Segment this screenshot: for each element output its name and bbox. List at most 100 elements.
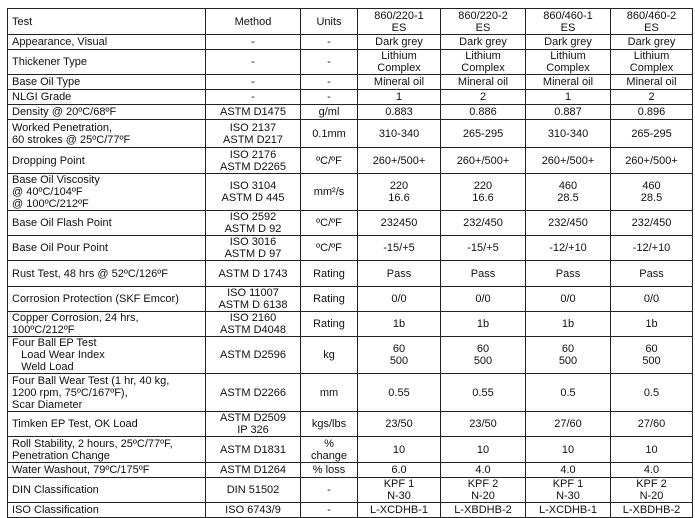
value-cell: 10: [525, 436, 611, 463]
value-cell: L-XCDHB-1: [525, 502, 611, 518]
test-name-cell: Roll Stability, 2 hours, 25ºC/77ºF, Pene…: [7, 436, 206, 463]
method-cell: -: [205, 89, 301, 105]
method-cell: ISO 6743/9: [205, 502, 301, 518]
header-product-860-460-1: 860/460-1 ES: [525, 8, 611, 35]
value-cell: 10: [610, 436, 693, 463]
value-cell: 0.896: [610, 104, 693, 120]
value-cell: 1: [525, 89, 611, 105]
value-cell: 27/60: [610, 411, 693, 437]
value-cell: 0/0: [357, 286, 441, 312]
value-cell: 60 500: [357, 336, 441, 374]
units-cell: -: [300, 74, 358, 90]
table-row: Dropping Point ISO 2176 ASTM D2265 ºC/ºF 26…: [7, 147, 693, 174]
units-cell: mm²/s: [300, 173, 358, 211]
value-cell: 1: [357, 89, 441, 105]
value-cell: KPF 2 N-20: [440, 477, 526, 503]
table-row: ISO Classification ISO 6743/9- L-XCDHB-1 L-…: [7, 502, 693, 518]
value-cell: 2: [440, 89, 526, 105]
value-cell: 4.0: [610, 462, 693, 478]
test-name-cell: Four Ball Wear Test (1 hr, 40 kg, 1200 r…: [7, 373, 206, 412]
value-cell: Lithium Complex: [525, 49, 611, 75]
value-cell: 265-295: [440, 119, 526, 148]
value-cell: L-XBDHB-2: [440, 502, 526, 518]
value-cell: 310-340: [525, 119, 611, 148]
value-cell: 0.55: [440, 373, 526, 412]
value-cell: 232/450: [440, 210, 526, 236]
value-cell: Pass: [357, 260, 441, 287]
value-cell: 60 500: [525, 336, 611, 374]
value-cell: 232/450: [610, 210, 693, 236]
units-cell: ºC/ºF: [300, 235, 358, 261]
table-row: Rust Test, 48 hrs @ 52ºC/126ºF ASTM D 174…: [7, 260, 693, 287]
method-cell: ISO 2176 ASTM D2265: [205, 147, 301, 174]
method-cell: ISO 3104 ASTM D 445: [205, 173, 301, 211]
method-cell: ASTM D2266: [205, 373, 301, 412]
method-cell: ASTM D1475: [205, 104, 301, 120]
value-cell: KPF 1 N-30: [525, 477, 611, 503]
table-row: Timken EP Test, OK Load ASTM D2509 IP 326…: [7, 411, 693, 437]
header-row: Test Method Units 860/220-1 ES 860/220-2 ES 8…: [7, 8, 693, 35]
value-cell: 260+/500+: [357, 147, 441, 174]
units-cell: 0.1mm: [300, 119, 358, 148]
value-cell: 60 500: [440, 336, 526, 374]
value-cell: 6.0: [357, 462, 441, 478]
test-name-cell: Dropping Point: [7, 147, 206, 174]
test-name-cell: Base Oil Type: [7, 74, 206, 90]
value-cell: -15/+5: [440, 235, 526, 261]
value-cell: Mineral oil: [610, 74, 693, 90]
test-name-cell: Timken EP Test, OK Load: [7, 411, 206, 437]
table-row: Appearance, Visual - - Dark grey Dark grey Da…: [7, 34, 693, 50]
value-cell: L-XCDHB-1: [357, 502, 441, 518]
value-cell: 2: [610, 89, 693, 105]
units-cell: mm: [300, 373, 358, 412]
method-cell: ASTM D1264: [205, 462, 301, 478]
value-cell: Dark grey: [525, 34, 611, 50]
value-cell: 265-295: [610, 119, 693, 148]
table-row: Roll Stability, 2 hours, 25ºC/77ºF, Pene…: [7, 436, 693, 463]
value-cell: -15/+5: [357, 235, 441, 261]
value-cell: -12/+10: [525, 235, 611, 261]
value-cell: 23/50: [357, 411, 441, 437]
units-cell: % change: [300, 436, 358, 463]
test-name-cell: Rust Test, 48 hrs @ 52ºC/126ºF: [7, 260, 206, 287]
value-cell: Mineral oil: [525, 74, 611, 90]
method-cell: ISO 2137 ASTM D217: [205, 119, 301, 148]
value-cell: 260+/500+: [610, 147, 693, 174]
test-name-cell: Base Oil Viscosity @ 40ºC/104ºF @ 100ºC/…: [7, 173, 206, 211]
value-cell: 0/0: [610, 286, 693, 312]
test-name-cell: Copper Corrosion, 24 hrs, 100ºC/212ºF: [7, 311, 206, 337]
units-cell: -: [300, 89, 358, 105]
method-cell: ISO 2592 ASTM D 92: [205, 210, 301, 236]
value-cell: 0.55: [357, 373, 441, 412]
units-cell: kgs/lbs: [300, 411, 358, 437]
units-cell: kg: [300, 336, 358, 374]
value-cell: 310-340: [357, 119, 441, 148]
value-cell: 0.886: [440, 104, 526, 120]
value-cell: 1b: [610, 311, 693, 337]
test-name-cell: Worked Penetration, 60 strokes @ 25ºC/77…: [7, 119, 206, 148]
value-cell: 1b: [357, 311, 441, 337]
value-cell: Pass: [440, 260, 526, 287]
value-cell: Dark grey: [610, 34, 693, 50]
units-cell: % loss: [300, 462, 358, 478]
value-cell: KPF 2 N-20: [610, 477, 693, 503]
value-cell: Mineral oil: [440, 74, 526, 90]
header-product-860-220-1: 860/220-1 ES: [357, 8, 441, 35]
value-cell: Lithium Complex: [610, 49, 693, 75]
table-row: Four Ball EP Test Load Wear Index Weld L…: [7, 336, 693, 374]
value-cell: Lithium Complex: [357, 49, 441, 75]
value-cell: KPF 1 N-30: [357, 477, 441, 503]
test-name-cell: Water Washout, 79ºC/175ºF: [7, 462, 206, 478]
table-row: DIN Classification DIN 51502- KPF 1 N-30 KP…: [7, 477, 693, 503]
test-name-cell: Thickener Type: [7, 49, 206, 75]
units-cell: ºC/ºF: [300, 147, 358, 174]
method-cell: -: [205, 74, 301, 90]
test-name-cell: NLGI Grade: [7, 89, 206, 105]
units-cell: -: [300, 34, 358, 50]
header-product-860-220-2: 860/220-2 ES: [440, 8, 526, 35]
table-row: NLGI Grade - -1 2 1 2: [7, 89, 693, 105]
value-cell: -12/+10: [610, 235, 693, 261]
value-cell: 0.5: [525, 373, 611, 412]
table-row: Corrosion Protection (SKF Emcor) ISO 1100…: [7, 286, 693, 312]
value-cell: Mineral oil: [357, 74, 441, 90]
